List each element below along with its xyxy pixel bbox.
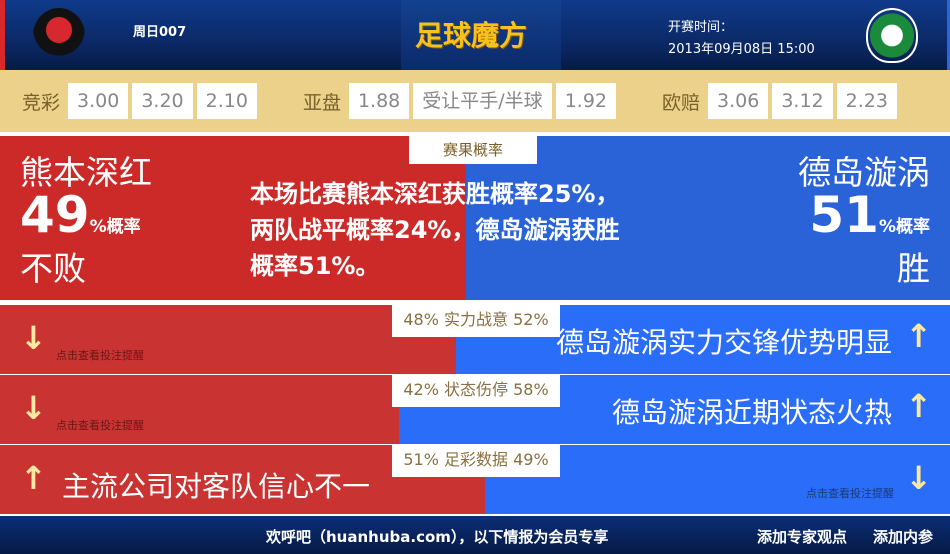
logo-panel [401,0,561,70]
away-outcome: 胜 [897,249,930,288]
away-pct-value: 51 [809,186,879,244]
odds-value: 1.88 [348,83,410,119]
odds-value: 3.20 [132,83,193,119]
match-header [0,0,950,70]
betting-tip-link[interactable]: 点击查看投注提醒 [56,349,144,362]
oupei-label: 欧赔 [662,91,701,114]
home-outcome: 不败 [20,249,86,288]
odds-value: 3.12 [772,83,833,119]
arrow-down-icon: ↓ [20,389,47,427]
arrow-down-icon: ↓ [905,459,932,497]
odds-value: 3.06 [708,83,769,119]
home-crest-icon [33,8,85,63]
pct-unit: %概率 [89,217,141,237]
factor-headline: 主流公司对客队信心不一 [62,470,371,503]
home-probability: 49%概率 [20,186,141,244]
betting-tip-link[interactable]: 点击查看投注提醒 [56,419,144,432]
betting-tip-link[interactable]: 点击查看投注提醒 [806,487,894,500]
odds-value: 1.92 [555,83,616,119]
arrow-up-icon: ↑ [20,459,47,497]
home-pct-value: 49 [20,186,90,244]
site-logo: 足球魔方 [415,19,528,52]
odds-value: 2.23 [836,83,897,119]
jingcai-label: 竞彩 [22,91,61,114]
summary-line: 概率51%。 [250,252,380,280]
add-expert-opinion-link[interactable]: 添加专家观点 [757,528,848,546]
odds-value: 2.10 [196,83,257,119]
odds-value: 3.00 [68,83,129,119]
away-probability-panel [465,136,950,300]
home-share-bar [0,305,456,374]
arrow-up-icon: ↑ [905,387,932,425]
away-crest-icon [866,8,918,63]
factor-row-strength[interactable]: ↓ 点击查看投注提醒 德岛漩涡实力交锋优势明显 ↑ 48% 实力战意 52% [0,305,950,374]
factor-label: 48% 实力战意 52% [392,305,560,337]
away-team-name: 德岛漩涡 [798,153,930,192]
home-probability-panel [0,136,466,300]
factor-label: 42% 状态伤停 58% [392,375,560,407]
factor-headline: 德岛漩涡近期状态火热 [611,396,892,429]
factor-label: 51% 足彩数据 49% [392,445,560,477]
footer-bar: 欢呼吧（huanhuba.com），以下情报为会员专享 添加专家观点 添加内参 [0,516,950,554]
kickoff-time: 2013年09月08日 15:00 [668,42,815,57]
kickoff-label: 开赛时间： [668,20,734,35]
match-number: 周日007 [133,25,187,40]
add-insider-link[interactable]: 添加内参 [873,528,934,546]
summary-line: 本场比赛熊本深红获胜概率25%， [250,180,620,208]
handicap-value: 受让平手/半球 [413,83,552,119]
factor-row-form[interactable]: ↓ 点击查看投注提醒 德岛漩涡近期状态火热 ↑ 42% 状态伤停 58% [0,375,950,444]
odds-bar: 竞彩 3.00 3.20 2.10 亚盘 1.88 受让平手/半球 1.92 欧… [0,70,950,132]
factor-row-lottery-data[interactable]: ↑ 主流公司对客队信心不一 点击查看投注提醒 ↓ 51% 足彩数据 49% [0,445,950,514]
factor-headline: 德岛漩涡实力交锋优势明显 [555,326,892,359]
home-share-bar [0,375,399,444]
result-summary: 本场比赛熊本深红获胜概率25%， 两队战平概率24%，德岛漩涡获胜 概率51%。 [250,176,619,284]
tab-result-probability[interactable]: 赛果概率 [409,136,537,164]
home-team-name: 熊本深红 [20,153,152,192]
summary-line: 两队战平概率24%，德岛漩涡获胜 [250,216,620,244]
pct-unit: %概率 [878,217,930,237]
away-probability: 51%概率 [809,186,930,244]
yapan-label: 亚盘 [302,91,341,114]
arrow-up-icon: ↑ [905,317,932,355]
arrow-down-icon: ↓ [20,319,47,357]
member-notice: 欢呼吧（huanhuba.com），以下情报为会员专享 [266,528,609,546]
